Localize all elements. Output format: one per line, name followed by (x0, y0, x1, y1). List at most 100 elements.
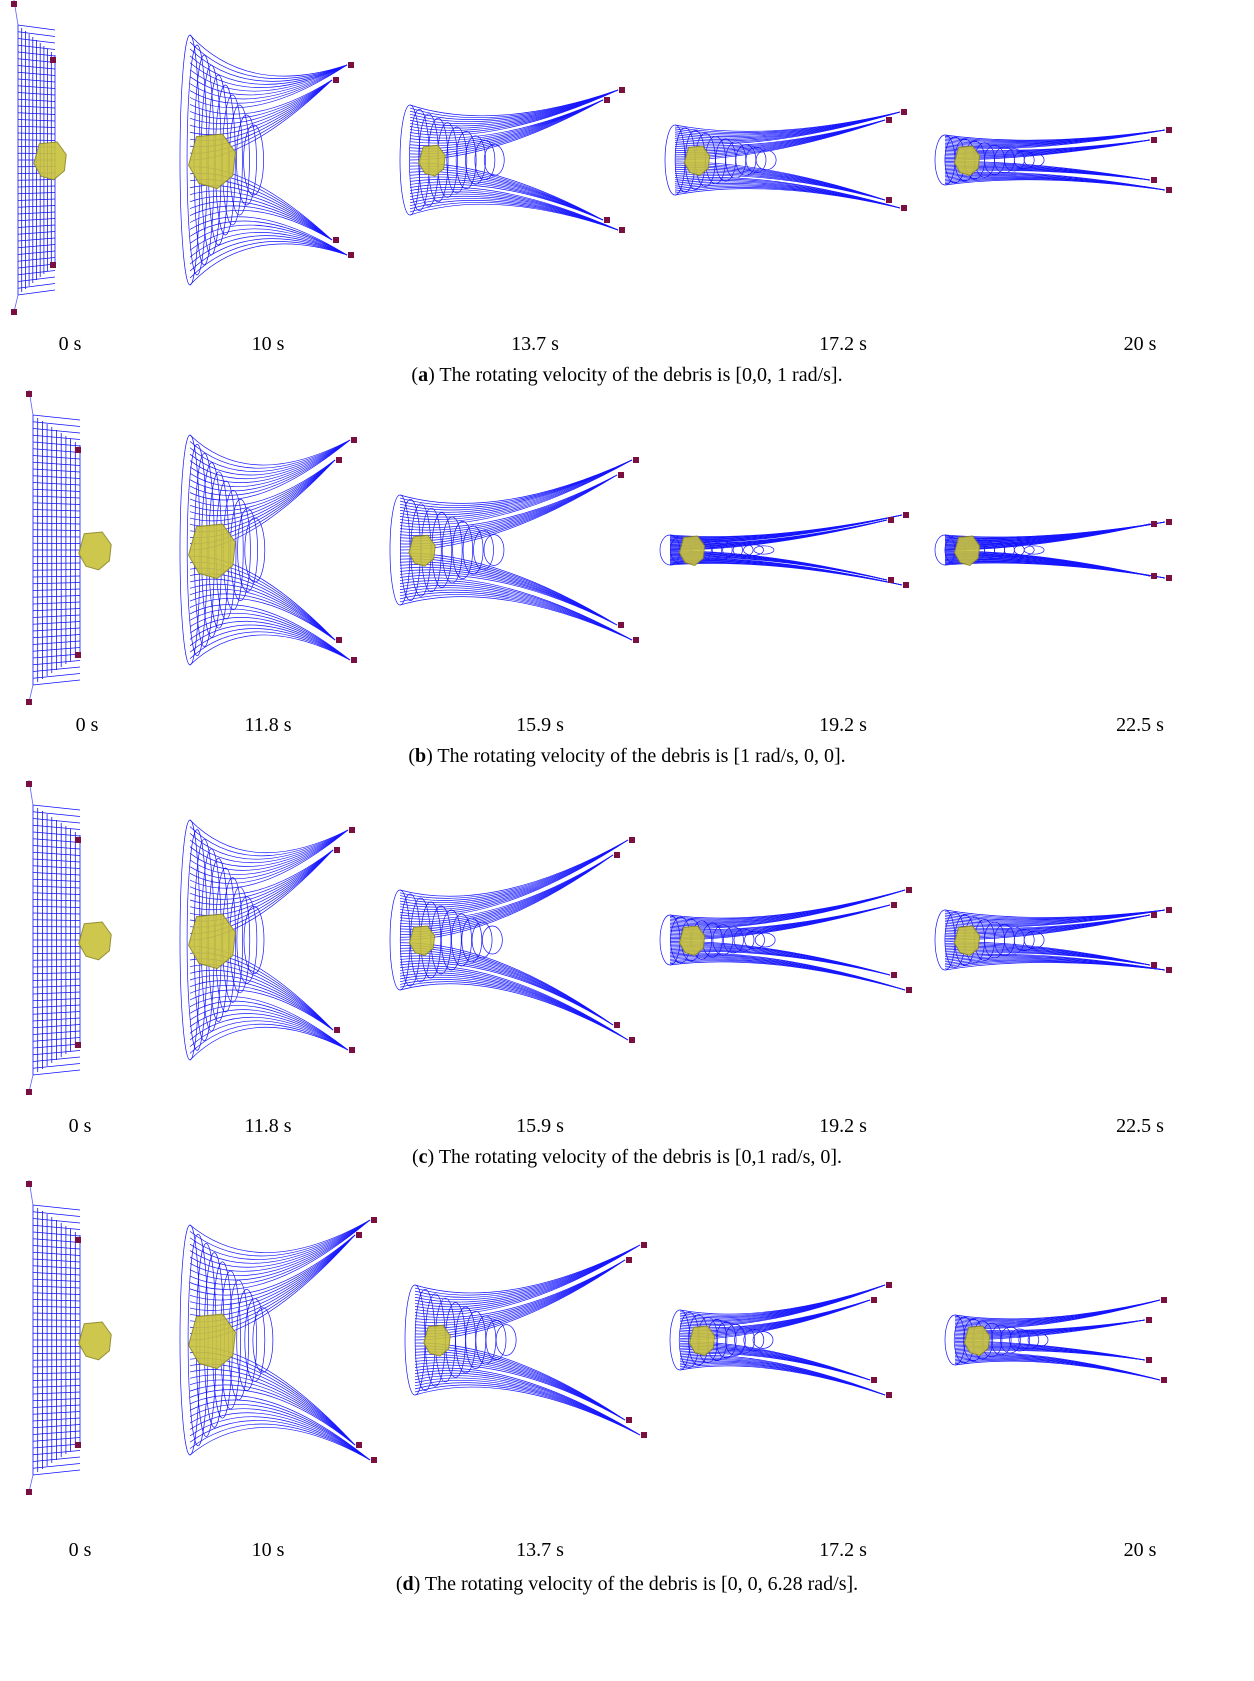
corner-mass (334, 1027, 340, 1033)
net-thread (400, 968, 628, 1040)
net-ring (237, 897, 257, 983)
corner-mass (348, 62, 354, 68)
corner-mass (633, 457, 639, 463)
corner-mass (75, 652, 81, 658)
net-ring (734, 929, 754, 951)
net-thread (33, 415, 80, 420)
corner-mass (26, 1089, 32, 1095)
net-thread (190, 850, 333, 899)
caption-part: ( (412, 1146, 419, 1168)
net-thread (410, 190, 618, 230)
net-thread (955, 1353, 1160, 1380)
caption-part: ) The rotating velocity of the debris is… (414, 1573, 859, 1595)
corner-mass (888, 577, 894, 583)
net-ring (753, 1332, 773, 1349)
net-thread (190, 440, 350, 500)
corner-mass (1146, 1317, 1152, 1323)
net-thread (955, 1300, 1160, 1327)
corner-mass (886, 1392, 892, 1398)
caption: (a) The rotating velocity of the debris … (0, 364, 1254, 387)
net-thread (400, 597, 632, 640)
net-thread (190, 244, 347, 285)
net-thread (400, 460, 632, 506)
corner-mass (604, 97, 610, 103)
net-thread (410, 202, 618, 230)
corner-mass (906, 887, 912, 893)
net-thread (680, 1285, 885, 1315)
corner-mass (614, 1022, 620, 1028)
corner-mass (1166, 187, 1172, 193)
caption-part: ) The rotating velocity of the debris is… (428, 364, 843, 386)
debris (954, 146, 979, 175)
net-ring (474, 530, 494, 570)
corner-mass (888, 517, 894, 523)
time-label: 0 s (69, 1539, 92, 1562)
net-thread (33, 1070, 80, 1075)
net-thread (33, 805, 80, 810)
net-thread (190, 236, 347, 265)
time-label: 20 s (1124, 1539, 1157, 1562)
corner-mass (1166, 127, 1172, 133)
caption-part: ( (408, 745, 415, 767)
caption-part: c (419, 1146, 428, 1168)
net-thread (670, 954, 905, 990)
debris (79, 922, 111, 960)
net-thread (400, 594, 632, 640)
corner-mass (903, 582, 909, 588)
corner-mass (50, 57, 56, 63)
net-ring (1000, 1327, 1020, 1353)
net-thread (18, 290, 55, 295)
net-ring (238, 509, 258, 592)
corner-mass (886, 117, 892, 123)
net-thread (415, 1245, 640, 1293)
time-label: 13.7 s (511, 333, 559, 356)
corner-mass (351, 657, 357, 663)
net-ring (244, 906, 264, 973)
corner-mass (618, 472, 624, 478)
panel: 0 s10 s13.7 s17.2 s20 s(d) The rotating … (0, 1180, 1254, 1580)
debris (79, 1322, 111, 1360)
net-ring (463, 526, 483, 574)
net-thread (400, 982, 628, 1040)
corner-mass (641, 1242, 647, 1248)
corner-mass (333, 77, 339, 83)
simulation-snapshots (0, 1180, 1254, 1500)
debris (189, 1314, 236, 1369)
corner-mass (356, 1442, 362, 1448)
net-ring (735, 1327, 755, 1353)
net-thread (190, 1220, 370, 1280)
corner-mass (26, 699, 32, 705)
corner-mass (633, 637, 639, 643)
corner-mass (50, 262, 56, 268)
time-label: 0 s (69, 1115, 92, 1138)
caption: (c) The rotating velocity of the debris … (0, 1146, 1254, 1169)
corner-mass (626, 1417, 632, 1423)
time-label: 19.2 s (819, 714, 867, 737)
page: 0 s10 s13.7 s17.2 s20 s(a) The rotating … (0, 0, 1254, 1681)
corner-mass (1151, 912, 1157, 918)
corner-mass (629, 1037, 635, 1043)
net-thread (190, 221, 347, 255)
net-thread (190, 1220, 370, 1263)
corner-mass (1151, 177, 1157, 183)
net-thread (400, 977, 628, 1040)
net-thread (945, 562, 1165, 578)
net-thread (190, 440, 350, 479)
net-thread (33, 674, 80, 679)
corner-mass (371, 1457, 377, 1463)
caption-part: a (418, 364, 428, 386)
panel: 0 s11.8 s15.9 s19.2 s22.5 s(c) The rotat… (0, 780, 1254, 1180)
net-ring (484, 145, 504, 176)
net-thread (945, 522, 1165, 537)
corner-mass (26, 1489, 32, 1495)
time-label: 15.9 s (516, 714, 564, 737)
net-ring (456, 131, 476, 188)
net-thread (190, 1027, 348, 1060)
net-thread (415, 1245, 640, 1309)
simulation-snapshots (0, 390, 1254, 710)
net-thread (190, 635, 350, 665)
corner-mass (1161, 1297, 1167, 1303)
corner-mass (886, 197, 892, 203)
time-label: 15.9 s (516, 1115, 564, 1138)
net-thread (680, 1366, 885, 1395)
